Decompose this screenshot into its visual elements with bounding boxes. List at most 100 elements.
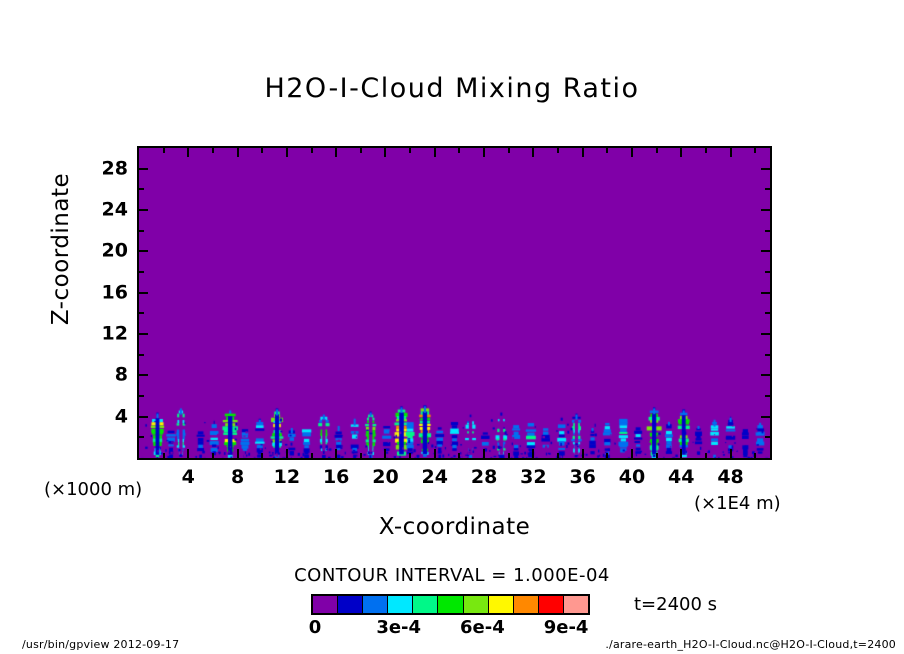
x-tick-bottom: [335, 449, 338, 458]
time-stamp-label: t=2400 s: [634, 594, 718, 615]
x-tick-top: [680, 148, 683, 157]
y-tick-left: [139, 291, 148, 294]
colorbar-swatch-4: [413, 596, 439, 613]
x-tick-bottom: [507, 453, 510, 458]
x-tick-label: 40: [618, 466, 646, 488]
colorbar-swatch-10: [563, 596, 589, 613]
x-tick-bottom: [532, 449, 535, 458]
y-tick-left: [139, 333, 148, 335]
contour-plot-area: [137, 146, 772, 460]
x-tick-top: [704, 148, 707, 153]
y-tick-label: 28: [101, 157, 128, 180]
y-axis-unit-label: (×1000 m): [44, 479, 143, 500]
x-tick-bottom: [458, 453, 461, 458]
x-tick-label: 28: [470, 466, 498, 488]
x-tick-bottom: [630, 449, 633, 458]
x-tick-top: [507, 148, 510, 153]
colorbar-swatch-9: [538, 596, 564, 613]
x-tick-top: [310, 148, 313, 153]
x-tick-label: 8: [230, 466, 245, 488]
x-tick-top: [606, 148, 609, 153]
colorbar-swatch-1: [338, 596, 364, 613]
x-tick-label: 20: [372, 466, 399, 488]
x-tick-top: [729, 148, 732, 157]
x-tick-top: [261, 148, 264, 153]
y-tick-right: [761, 250, 770, 253]
y-tick-right: [761, 209, 770, 211]
footer-dataset-info: ./arare-earth_H2O-I-Cloud.nc@H2O-I-Cloud…: [605, 638, 896, 651]
y-tick-left: [139, 374, 148, 377]
x-tick-top: [630, 148, 633, 157]
y-tick-left: [139, 415, 148, 418]
y-tick-left: [139, 229, 144, 232]
x-tick-label: 24: [421, 466, 449, 488]
x-tick-top: [384, 148, 387, 157]
x-tick-top: [433, 148, 436, 157]
colorbar-swatch-3: [388, 596, 414, 613]
y-tick-right: [761, 415, 770, 418]
y-tick-label: 8: [114, 363, 128, 386]
x-tick-bottom: [655, 453, 658, 458]
x-tick-bottom: [581, 449, 584, 458]
x-tick-label: 32: [520, 466, 547, 488]
contour-field-canvas: [139, 148, 770, 458]
colorbar-swatch-2: [363, 596, 389, 613]
y-tick-right: [765, 271, 770, 273]
y-tick-left: [139, 271, 144, 273]
x-axis-tick-labels: 4 8 12 16 20 24 28 32 36 40 44 48: [137, 466, 772, 490]
x-tick-bottom: [606, 453, 609, 458]
colorbar-tick-label: 0: [308, 617, 322, 638]
x-tick-bottom: [211, 453, 214, 458]
x-tick-bottom: [187, 449, 190, 458]
x-tick-bottom: [409, 453, 412, 458]
colorbar-tick-label: 9e-4: [543, 617, 589, 638]
x-tick-bottom: [359, 453, 362, 458]
x-tick-top: [483, 148, 486, 157]
footer-program-info: /usr/bin/gpview 2012-09-17: [22, 638, 180, 651]
y-tick-left: [139, 250, 148, 253]
x-axis-title: X-coordinate: [378, 514, 531, 540]
x-tick-bottom: [384, 449, 387, 458]
y-tick-left: [139, 436, 144, 439]
x-tick-top: [211, 148, 214, 153]
y-tick-left: [139, 209, 148, 211]
x-tick-top: [359, 148, 362, 153]
y-tick-right: [765, 353, 770, 356]
colorbar-tick-label: 6e-4: [460, 617, 505, 638]
x-tick-top: [236, 148, 239, 157]
y-axis-title: Z-coordinate: [48, 172, 74, 326]
x-tick-label: 16: [322, 466, 350, 488]
x-tick-bottom: [557, 453, 560, 458]
y-tick-left: [139, 167, 148, 170]
x-tick-top: [655, 148, 658, 153]
x-tick-top: [285, 148, 288, 157]
x-tick-bottom: [236, 449, 239, 458]
x-tick-label: 36: [569, 466, 596, 488]
y-tick-right: [765, 188, 770, 191]
colorbar-swatch-5: [438, 596, 464, 613]
colorbar-tick-label: 3e-4: [376, 617, 422, 638]
x-tick-top: [532, 148, 535, 157]
page-title: H2O-I-Cloud Mixing Ratio: [264, 73, 640, 104]
colorbar-swatch-7: [488, 596, 514, 613]
x-tick-bottom: [483, 449, 486, 458]
y-tick-label: 20: [101, 239, 128, 262]
y-axis-tick-labels: 4 8 12 16 20 24 28: [90, 146, 128, 460]
y-tick-right: [765, 312, 770, 315]
colorbar: [311, 594, 590, 615]
y-tick-right: [761, 291, 770, 294]
x-tick-top: [581, 148, 584, 157]
x-tick-bottom: [261, 453, 264, 458]
x-tick-label: 44: [668, 466, 695, 488]
x-axis-unit-label: (×1E4 m): [694, 493, 781, 514]
y-tick-left: [139, 312, 144, 315]
contour-interval-label: CONTOUR INTERVAL = 1.000E-04: [294, 565, 610, 586]
x-tick-top: [754, 148, 757, 153]
colorbar-tick-labels: 0 3e-4 6e-4 9e-4: [308, 617, 590, 640]
y-tick-right: [761, 167, 770, 170]
x-tick-bottom: [285, 449, 288, 458]
x-tick-bottom: [433, 449, 436, 458]
colorbar-swatch-6: [463, 596, 489, 613]
x-tick-bottom: [729, 449, 732, 458]
x-tick-top: [162, 148, 165, 153]
